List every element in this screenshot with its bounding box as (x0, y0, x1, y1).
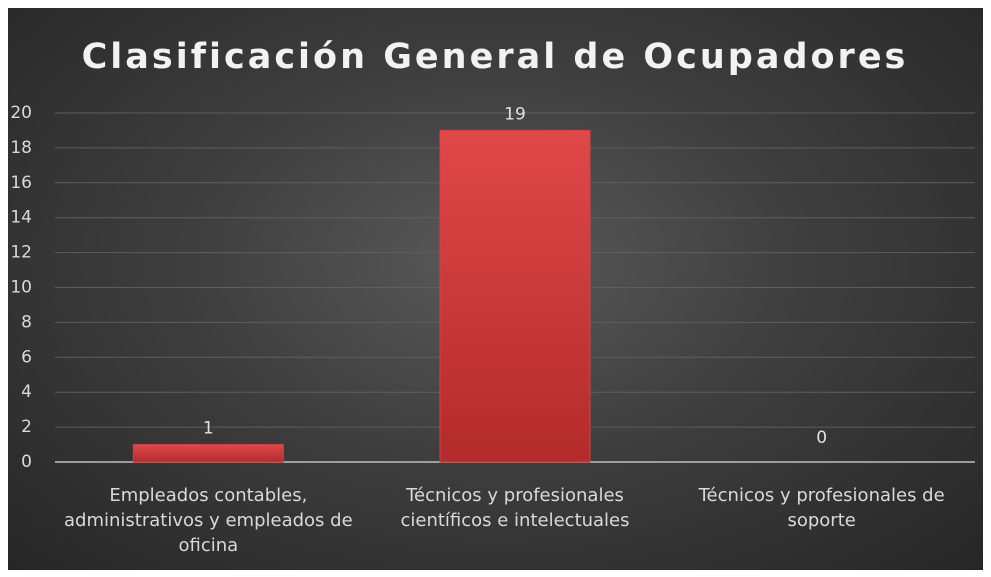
y-tick-label: 2 (21, 417, 32, 437)
y-tick-label: 20 (10, 103, 32, 123)
y-tick-label: 6 (21, 347, 32, 367)
data-label: 0 (816, 428, 827, 448)
chart-svg: Clasificación General de Ocupadores 0 2 4 6… (10, 37, 975, 472)
data-label: 1 (203, 419, 214, 439)
x-tick-label: Técnicos y profesionales científicos e i… (400, 485, 630, 531)
y-tick-label: 10 (10, 278, 32, 298)
y-tick-label: 18 (10, 138, 32, 158)
y-tick-label: 14 (10, 208, 32, 228)
x-tick-label: Técnicos y profesionales de soporte (698, 485, 945, 531)
chart-title: Clasificación General de Ocupadores (82, 37, 909, 77)
data-label: 19 (504, 104, 526, 124)
y-tick-label: 16 (10, 173, 32, 193)
y-tick-label: 8 (21, 312, 32, 332)
bar (439, 129, 591, 463)
bar (132, 444, 284, 463)
y-tick-label: 0 (21, 452, 32, 472)
y-tick-label: 12 (10, 243, 32, 263)
y-tick-label: 4 (21, 382, 32, 402)
chart: Clasificación General de Ocupadores 0 2 4 6… (8, 8, 983, 570)
x-tick-label: Empleados contables, administrativos y e… (64, 485, 353, 556)
